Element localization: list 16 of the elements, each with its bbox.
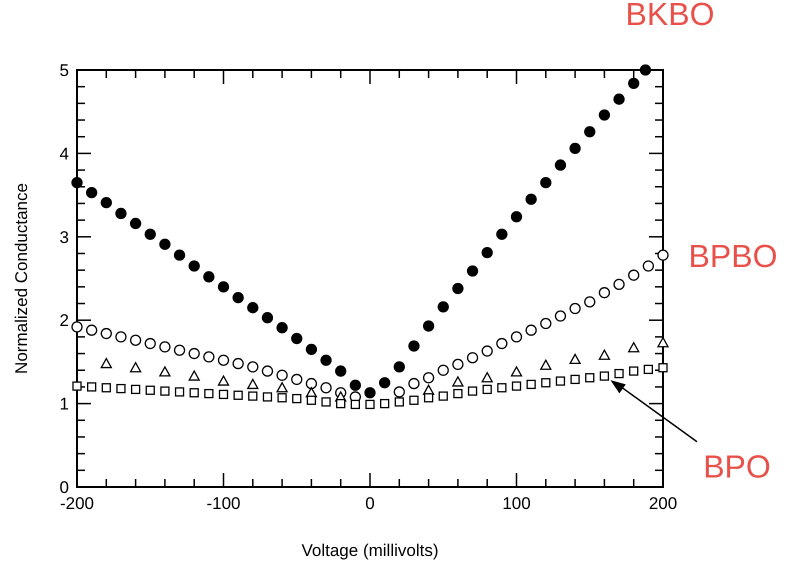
y-tick-label: 1: [60, 394, 69, 414]
x-axis-title: Voltage (millivolts): [302, 541, 438, 560]
x-tick-label: 100: [502, 494, 531, 513]
legend-label: BPBO: [688, 238, 778, 274]
x-tick-label: 200: [648, 494, 678, 513]
series-label: BKBO: [626, 0, 714, 32]
y-tick-label: 3: [60, 228, 69, 247]
y-tick-label: 5: [60, 61, 69, 80]
x-tick-label: 0: [365, 494, 375, 513]
y-tick-label: 2: [60, 311, 69, 330]
y-axis-title: Normalized Conductance: [12, 183, 31, 374]
x-tick-label: -200: [60, 494, 94, 513]
y-tick-label: 0: [60, 478, 69, 497]
x-tick-label: -100: [206, 494, 241, 513]
legend-label: BPO: [703, 448, 771, 485]
y-tick-label: 4: [60, 144, 69, 164]
